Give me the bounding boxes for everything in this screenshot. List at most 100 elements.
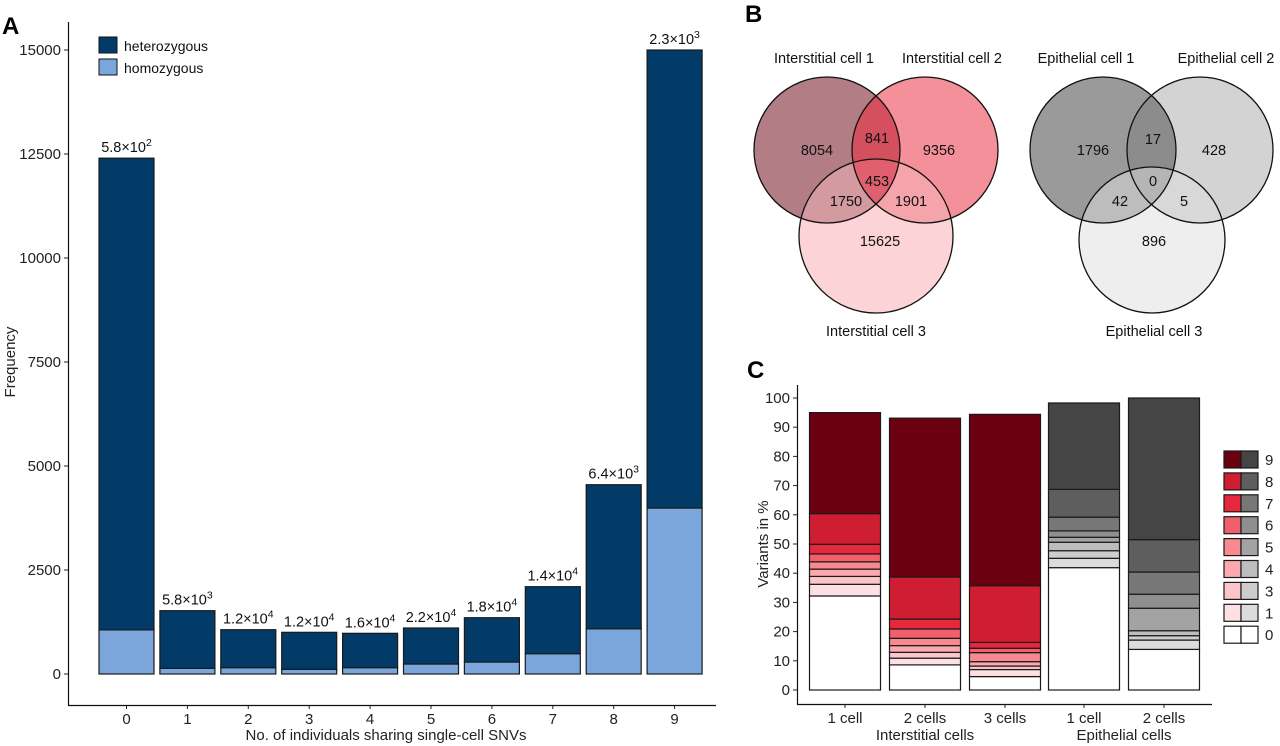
segment-interstitial-3-cells-level-5	[968, 652, 1042, 663]
venn-region-1-3	[799, 159, 900, 223]
bar-label-7: 1.4×104	[527, 566, 578, 585]
y-tick-label-2500: 2500	[28, 562, 61, 579]
legend-swatch-interstitial-9	[1223, 450, 1242, 469]
segment-epithelial-1-cell-level-8	[1047, 488, 1121, 518]
venn-count-2and3: 1901	[895, 194, 927, 210]
venn-count-only1: 8054	[801, 143, 833, 159]
segment-interstitial-2-cells-level-1	[888, 657, 962, 666]
legend-swatch-homozygous	[98, 58, 118, 76]
x-tick-label-5: 5	[427, 711, 435, 728]
venn-set-label-1: Interstitial cell 1	[774, 51, 874, 67]
panel-a-x-axis-title: No. of individuals sharing single-cell S…	[246, 727, 527, 744]
segment-epithelial-2-cells-level-0	[1127, 648, 1201, 691]
legend-swatch-epithelial-4	[1240, 559, 1259, 579]
y-tick-label-12500: 12500	[19, 146, 61, 163]
bar-label-5: 2.2×104	[406, 607, 457, 626]
bar-label-exponent: 4	[572, 566, 578, 578]
venn-set-label-2: Epithelial cell 2	[1178, 51, 1275, 67]
segment-epithelial-2-cells-level-9	[1127, 397, 1201, 541]
bar-heterozygous-6	[463, 617, 520, 663]
c-y-tick-label-30: 30	[773, 594, 790, 611]
x-tick-label-2: 2	[244, 711, 252, 728]
venn-count-only3: 896	[1142, 234, 1166, 250]
segment-interstitial-1-cell-level-3	[808, 575, 882, 585]
venn-region-2-3	[852, 159, 953, 223]
bar-heterozygous-5	[402, 627, 460, 665]
venn-circle-outline-2	[1126, 76, 1274, 224]
bar-label-exponent: 4	[390, 612, 396, 624]
legend-swatch-epithelial-7	[1240, 494, 1259, 513]
bar-homozygous-1	[159, 667, 216, 675]
segment-interstitial-1-cell-level-6	[808, 553, 882, 563]
c-y-tick-label-20: 20	[773, 624, 790, 641]
bar-heterozygous-2	[220, 629, 277, 669]
bar-label-mantissa: 1.6×10	[345, 615, 390, 631]
segment-interstitial-3-cells-level-1	[968, 668, 1042, 678]
venn-circle-outline-1	[753, 76, 901, 224]
legend-label-4: 4	[1265, 562, 1273, 579]
venn-overlap-1-3	[799, 159, 900, 223]
c-y-tick-label-60: 60	[773, 507, 790, 524]
segment-interstitial-2-cells-level-0	[888, 664, 962, 691]
venn-set-label-2: Interstitial cell 2	[902, 51, 1002, 67]
venn-circle-outline-3	[1078, 166, 1226, 314]
c-y-tick-label-80: 80	[773, 448, 790, 465]
legend-swatch-heterozygous	[98, 36, 118, 54]
bar-label-exponent: 4	[329, 611, 335, 623]
venn-count-2and3: 5	[1180, 194, 1188, 210]
bar-homozygous-2	[220, 667, 277, 675]
legend-swatch-epithelial-3	[1240, 581, 1259, 601]
bar-label-mantissa: 5.8×10	[101, 140, 146, 156]
segment-interstitial-2-cells-level-8	[888, 576, 962, 620]
venn-count-1and2: 17	[1145, 132, 1161, 148]
bar-label-exponent: 3	[633, 464, 639, 476]
bar-label-exponent: 4	[268, 609, 274, 621]
bar-label-4: 1.6×104	[345, 612, 396, 631]
legend-label-1: 1	[1265, 605, 1273, 622]
segment-epithelial-2-cells-level-8	[1127, 539, 1201, 573]
venn-set-label-3: Interstitial cell 3	[826, 324, 926, 340]
c-y-tick-label-10: 10	[773, 653, 790, 670]
segment-interstitial-2-cells-level-9	[888, 417, 962, 578]
legend-label-3: 3	[1265, 583, 1273, 600]
legend-label-9: 9	[1265, 452, 1273, 469]
venn-circle-outline-2	[851, 76, 999, 224]
venn-count-1and2: 841	[865, 131, 889, 147]
segment-interstitial-1-cell-level-0	[808, 595, 882, 691]
segment-interstitial-2-cells-level-7	[888, 618, 962, 630]
legend-swatch-epithelial-0	[1240, 625, 1259, 644]
x-tick-label-7: 7	[549, 711, 557, 728]
legend-swatch-interstitial-7	[1223, 494, 1242, 513]
legend-swatch-epithelial-9	[1240, 450, 1259, 469]
bar-label-0: 5.8×102	[101, 137, 152, 156]
bar-homozygous-8	[585, 628, 642, 675]
bar-homozygous-5	[402, 663, 460, 675]
x-tick-label-4: 4	[366, 711, 374, 728]
segment-epithelial-2-cells-level-7	[1127, 571, 1201, 595]
segment-interstitial-2-cells-level-5	[888, 637, 962, 647]
segment-interstitial-1-cell-level-7	[808, 543, 882, 555]
legend-swatch-interstitial-4	[1223, 559, 1242, 579]
segment-interstitial-3-cells-level-7	[968, 641, 1042, 649]
segment-epithelial-1-cell-level-5	[1047, 536, 1121, 543]
venn-set-label-3: Epithelial cell 3	[1106, 324, 1203, 340]
panel-c-bars	[808, 397, 1201, 691]
panel-a-legend: heterozygous homozygous	[98, 36, 208, 76]
bar-heterozygous-1	[159, 610, 216, 669]
y-tick-label-7500: 7500	[28, 354, 61, 371]
venn-count-1and3: 42	[1112, 194, 1128, 210]
c-x-tick-label-1: 2 cells	[904, 710, 947, 727]
x-tick-label-1: 1	[183, 711, 191, 728]
legend-label-7: 7	[1265, 496, 1273, 513]
legend-swatch-interstitial-5	[1223, 537, 1242, 557]
y-tick-label-0: 0	[53, 666, 61, 683]
bar-label-mantissa: 1.8×10	[467, 600, 512, 616]
bar-label-exponent: 2	[146, 137, 152, 149]
c-group-label-1: Epithelial cells	[1076, 727, 1171, 744]
segment-interstitial-3-cells-level-6	[968, 647, 1042, 654]
segment-epithelial-1-cell-level-0	[1047, 567, 1121, 691]
panel-a-bars	[98, 49, 703, 675]
segment-epithelial-1-cell-level-4	[1047, 541, 1121, 552]
